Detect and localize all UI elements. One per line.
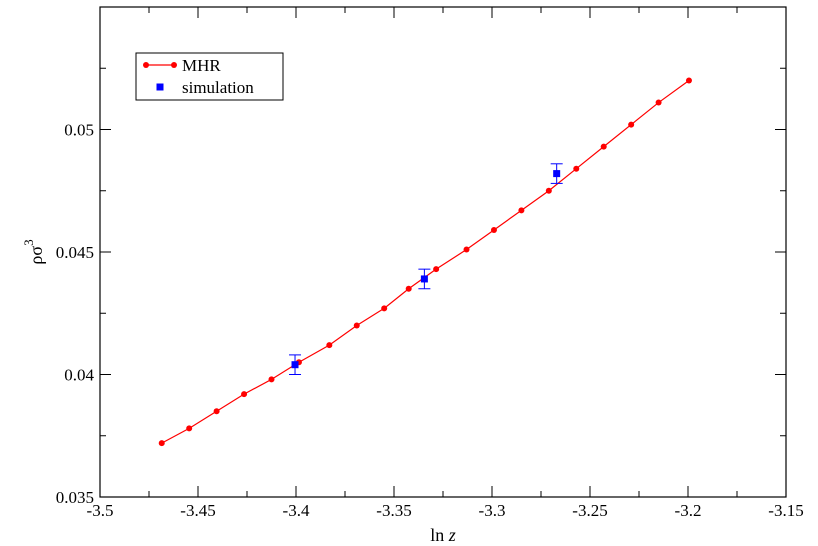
- x-tick-label: -3.3: [479, 501, 506, 520]
- simulation-data-point: [553, 170, 561, 178]
- tick-labels: -3.5 -3.45 -3.4 -3.35 -3.3 -3.25 -3.2 -3.15 0.03…: [56, 121, 804, 521]
- legend-mhr-marker-right: [171, 62, 177, 68]
- mhr-data-point: [213, 408, 220, 415]
- mhr-data-point: [241, 391, 248, 398]
- mhr-data-point: [600, 143, 607, 150]
- y-axis-title: ρσ3: [21, 239, 46, 264]
- mhr-data-point: [573, 165, 580, 172]
- y-tick-label: 0.05: [64, 121, 94, 140]
- simulation-data-point: [291, 361, 299, 369]
- mhr-data-point: [158, 440, 165, 447]
- legend-label-mhr: MHR: [182, 56, 221, 75]
- mhr-data-point: [186, 425, 193, 432]
- x-tick-label: -3.2: [675, 501, 702, 520]
- legend-mhr-marker-left: [143, 62, 149, 68]
- legend-simulation-marker: [156, 83, 164, 91]
- series-layer: [158, 77, 692, 447]
- x-tick-label: -3.35: [376, 501, 411, 520]
- mhr-data-point: [381, 305, 388, 312]
- mhr-data-point: [518, 207, 525, 214]
- y-tick-label: 0.035: [56, 488, 94, 507]
- mhr-data-point: [628, 121, 635, 128]
- mhr-data-point: [268, 376, 275, 383]
- mhr-data-point: [545, 187, 552, 194]
- x-tick-label: -3.15: [768, 501, 803, 520]
- x-axis-title-ln: ln: [430, 525, 449, 545]
- legend-box: [135, 52, 284, 101]
- y-tick-label: 0.04: [64, 366, 94, 385]
- mhr-data-point: [353, 322, 360, 329]
- legend-label-simulation: simulation: [182, 78, 254, 97]
- x-axis-title-z: z: [448, 525, 456, 545]
- x-tick-label: -3.4: [283, 501, 310, 520]
- y-axis-title-base: ρσ: [26, 246, 46, 265]
- ticks: [99, 7, 787, 498]
- legend: MHR simulation: [135, 52, 284, 101]
- x-tick-label: -3.45: [180, 501, 215, 520]
- mhr-data-point: [490, 226, 497, 233]
- x-tick-label: -3.5: [87, 501, 114, 520]
- x-axis-title: ln z: [430, 525, 456, 545]
- mhr-data-point: [685, 77, 692, 84]
- mhr-data-point: [463, 246, 470, 253]
- mhr-series-line: [161, 80, 690, 444]
- y-axis-title-superscript: 3: [21, 239, 36, 246]
- simulation-data-point: [420, 275, 428, 283]
- mhr-data-point: [433, 266, 440, 273]
- x-tick-label: -3.25: [572, 501, 607, 520]
- y-tick-label: 0.045: [56, 243, 94, 262]
- mhr-data-point: [405, 285, 412, 292]
- mhr-data-point: [655, 99, 662, 106]
- mhr-data-point: [326, 342, 333, 349]
